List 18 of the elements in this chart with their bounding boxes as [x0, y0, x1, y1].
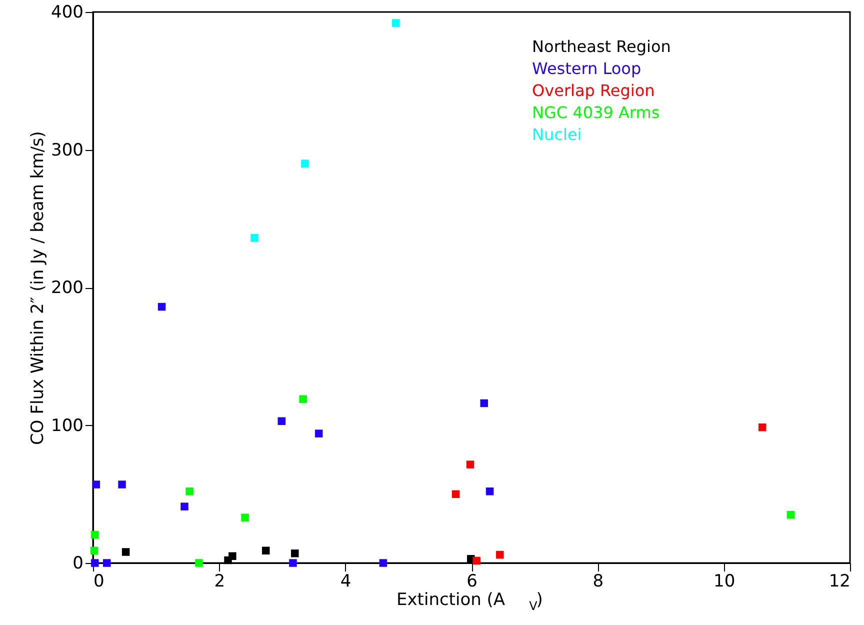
text: Nuclei — [532, 125, 582, 144]
x-tick-label: 8 — [592, 572, 604, 592]
text: Northeast Region — [532, 37, 671, 56]
x-tick-label: 2 — [214, 572, 226, 592]
y-tick-label: 0 — [72, 554, 84, 574]
y-tick-label: 300 — [51, 140, 84, 160]
y-tick-label: 100 — [51, 416, 84, 436]
x-tick-label: 0 — [94, 572, 104, 592]
y-axis-title: CO Flux Within 2″ (in Jy / beam km/s) — [28, 131, 48, 445]
x-tick-label: 10 — [714, 572, 736, 592]
x-tick-label: 6 — [466, 572, 478, 592]
x-tick-label: 12 — [828, 572, 850, 592]
text: Western Loop — [532, 59, 642, 78]
text: Overlap Region — [532, 81, 655, 100]
y-tick-label: 200 — [51, 278, 84, 298]
text: NGC 4039 Arms — [532, 103, 660, 122]
x-tick-label: 4 — [340, 572, 352, 592]
y-tick-label: 400 — [51, 2, 84, 22]
